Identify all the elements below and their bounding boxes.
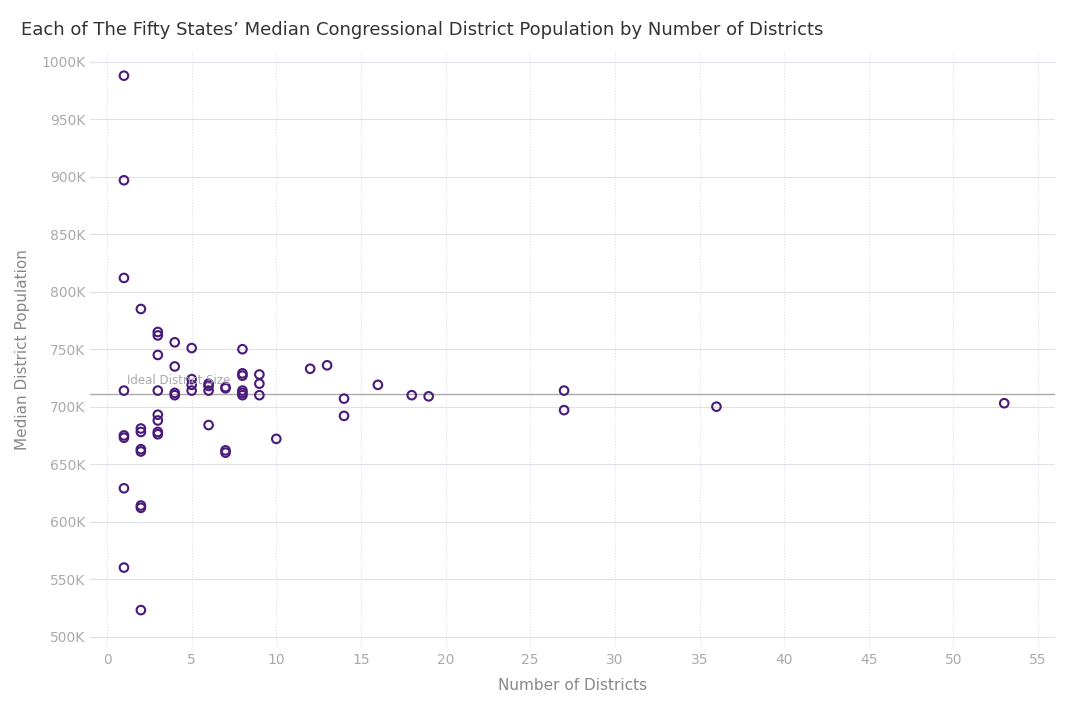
Point (234, 343, 251, 355)
Point (149, 330, 166, 341)
Point (133, 423, 150, 434)
Point (250, 369, 268, 380)
Point (116, 175, 133, 186)
Point (336, 410, 353, 421)
Point (200, 380, 217, 392)
Point (336, 393, 353, 404)
Point (234, 387, 251, 399)
Point (133, 502, 150, 513)
Point (133, 500, 150, 511)
Point (149, 409, 166, 421)
Point (133, 605, 150, 616)
Point (149, 415, 166, 426)
Point (116, 432, 133, 443)
Point (319, 360, 336, 371)
Point (166, 361, 183, 372)
Point (116, 273, 133, 284)
Point (217, 447, 234, 458)
Point (183, 343, 200, 354)
Point (555, 385, 572, 396)
X-axis label: Number of Districts: Number of Districts (498, 678, 647, 693)
Point (133, 443, 150, 455)
Point (149, 428, 166, 440)
Point (708, 401, 725, 412)
Point (200, 419, 217, 430)
Point (234, 367, 251, 379)
Point (555, 404, 572, 416)
Point (149, 385, 166, 396)
Y-axis label: Median District Population: Median District Population (15, 249, 30, 450)
Text: Each of The Fifty States’ Median Congressional District Population by Number of : Each of The Fifty States’ Median Congres… (21, 21, 824, 39)
Point (217, 445, 234, 456)
Point (116, 430, 133, 441)
Point (116, 483, 133, 494)
Point (268, 433, 285, 445)
Point (116, 562, 133, 573)
Point (116, 70, 133, 81)
Point (183, 379, 200, 391)
Point (149, 326, 166, 338)
Point (116, 385, 133, 396)
Point (234, 385, 251, 396)
Point (369, 379, 386, 391)
Point (302, 363, 319, 375)
Point (166, 387, 183, 399)
Point (133, 426, 150, 438)
Point (149, 426, 166, 438)
Point (183, 385, 200, 396)
Point (403, 389, 421, 401)
Point (250, 389, 268, 401)
Point (421, 391, 438, 402)
Point (200, 378, 217, 389)
Point (234, 389, 251, 401)
Point (133, 303, 150, 314)
Point (183, 373, 200, 384)
Point (250, 378, 268, 389)
Point (200, 385, 217, 396)
Text: Ideal District Size: Ideal District Size (127, 374, 231, 387)
Point (217, 382, 234, 394)
Point (234, 370, 251, 382)
Point (166, 337, 183, 348)
Point (149, 349, 166, 360)
Point (217, 382, 234, 393)
Point (996, 398, 1013, 409)
Point (133, 446, 150, 457)
Point (166, 389, 183, 401)
